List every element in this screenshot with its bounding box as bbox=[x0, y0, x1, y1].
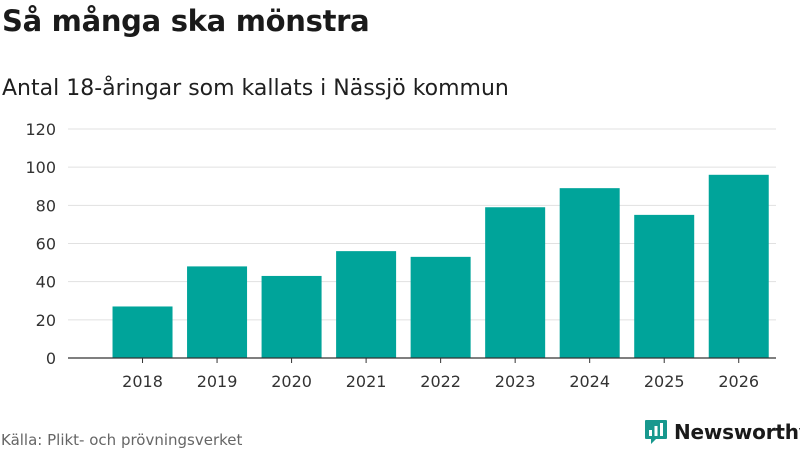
y-tick-label: 0 bbox=[46, 349, 56, 368]
bar-2021 bbox=[336, 251, 397, 358]
bar-2020 bbox=[261, 275, 322, 358]
y-tick-label: 60 bbox=[36, 235, 56, 254]
source-note: Källa: Plikt- och prövningsverket bbox=[1, 431, 243, 449]
bar-2018 bbox=[112, 306, 173, 358]
y-tick-label: 20 bbox=[36, 311, 56, 330]
y-tick-label: 40 bbox=[36, 273, 56, 292]
x-tick-label: 2018 bbox=[122, 372, 163, 391]
y-tick-label: 120 bbox=[25, 120, 56, 139]
bar-chart-logo-icon bbox=[645, 420, 667, 444]
y-tick-label: 100 bbox=[25, 158, 56, 177]
x-tick-label: 2019 bbox=[197, 372, 238, 391]
x-tick-label: 2025 bbox=[644, 372, 685, 391]
x-tick-label: 2021 bbox=[346, 372, 387, 391]
brand-name: Newsworthy bbox=[674, 420, 800, 444]
bar-2024 bbox=[559, 188, 620, 358]
chart-subtitle: Antal 18-åringar som kallats i Nässjö ko… bbox=[2, 76, 509, 101]
bar-2022 bbox=[410, 256, 471, 358]
bar-2025 bbox=[634, 214, 695, 358]
x-tick-label: 2023 bbox=[495, 372, 536, 391]
bars bbox=[112, 174, 769, 358]
chart-title: Så många ska mönstra bbox=[2, 4, 370, 38]
x-axis-ticks: 2018 2019 2020 2021 2022 2023 2024 2025 2026 bbox=[122, 358, 759, 391]
bar-2023 bbox=[485, 207, 546, 358]
y-axis-ticks: 0 20 40 60 80 100 120 bbox=[25, 120, 56, 368]
x-tick-label: 2026 bbox=[718, 372, 759, 391]
brand-logo: Newsworthy bbox=[644, 419, 800, 445]
bar-2019 bbox=[187, 266, 248, 358]
y-tick-label: 80 bbox=[36, 196, 56, 215]
bar-2026 bbox=[708, 174, 769, 358]
x-tick-label: 2020 bbox=[271, 372, 312, 391]
x-tick-label: 2024 bbox=[569, 372, 610, 391]
x-tick-label: 2022 bbox=[420, 372, 461, 391]
